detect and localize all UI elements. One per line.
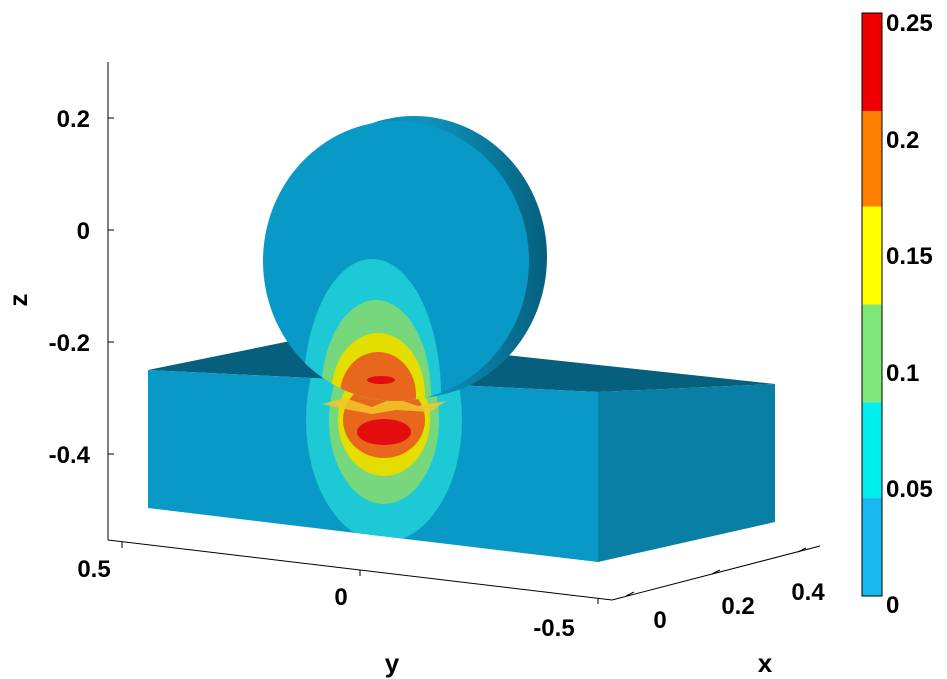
colorbar-labels: 0.25 0.2 0.15 0.1 0.05 0	[886, 10, 933, 619]
y-tick-label: 0	[334, 584, 347, 611]
colorbar-tick-label: 0.25	[886, 10, 933, 37]
contact-crack	[322, 398, 446, 414]
slab-contours	[306, 370, 462, 542]
z-tick-label: -0.4	[49, 442, 91, 469]
z-tick-label: -0.2	[49, 330, 90, 357]
x-tick-label: 0	[653, 607, 666, 634]
x-tick-mark	[797, 547, 807, 553]
z-tick-label: 0.2	[57, 106, 90, 133]
x-tick-mark	[711, 569, 721, 575]
x-axis-line	[611, 545, 821, 601]
contour-band-red-lower	[357, 419, 411, 445]
colorbar-tick-label: 0.2	[886, 127, 919, 154]
colorbar-band	[862, 110, 882, 207]
colorbar-band	[862, 304, 882, 403]
z-tick-labels: 0.2 0 -0.2 -0.4	[49, 106, 91, 469]
x-tick-labels: 0 0.2 0.4	[653, 579, 825, 634]
y-tick-labels: 0.5 0 -0.5	[77, 556, 574, 642]
tick-marks	[108, 117, 807, 604]
x-tick-label: 0.4	[791, 579, 825, 606]
colorbar-tick-label: 0.15	[886, 243, 933, 270]
colorbar: 0.25 0.2 0.15 0.1 0.05 0	[861, 10, 933, 619]
z-axis-label: z	[3, 294, 33, 307]
surface-plot	[148, 116, 775, 562]
z-tick-label: 0	[77, 218, 90, 245]
colorbar-frame	[861, 12, 883, 597]
colorbar-band	[862, 498, 882, 596]
colorbar-band	[862, 402, 882, 499]
x-tick-mark	[625, 591, 635, 597]
y-tick-label: 0.5	[77, 556, 110, 583]
colorbar-bands	[862, 13, 882, 596]
disc-contours	[303, 259, 441, 401]
y-axis-label: y	[385, 648, 400, 678]
x-tick-label: 0.2	[721, 593, 754, 620]
x-axis-label: x	[758, 648, 773, 678]
slab-side-face	[598, 384, 775, 562]
disc-band-red-upper	[367, 376, 395, 384]
colorbar-band	[862, 206, 882, 305]
colorbar-tick-label: 0.05	[886, 476, 933, 503]
y-tick-label: -0.5	[533, 615, 574, 642]
colorbar-band	[862, 13, 882, 111]
disc-band-orange	[340, 352, 416, 401]
colorbar-tick-label: 0	[886, 592, 899, 619]
colorbar-tick-label: 0.1	[886, 360, 919, 387]
